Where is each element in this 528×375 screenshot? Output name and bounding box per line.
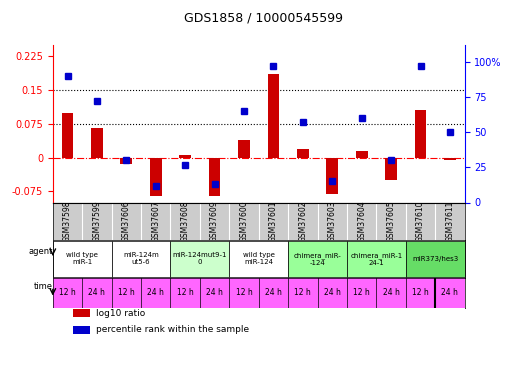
Bar [385,158,397,180]
Text: 12 h: 12 h [177,288,194,297]
Text: 24 h: 24 h [441,288,458,297]
Text: percentile rank within the sample: percentile rank within the sample [96,326,249,334]
Bar [238,140,250,158]
Bar [73,326,90,334]
Text: 12 h: 12 h [412,288,429,297]
Text: GSM37602: GSM37602 [298,201,307,242]
FancyBboxPatch shape [53,241,111,277]
Text: chimera_miR-
-124: chimera_miR- -124 [294,252,342,266]
Bar [73,309,90,317]
Text: 12 h: 12 h [118,288,135,297]
Text: 24 h: 24 h [89,288,106,297]
Text: 24 h: 24 h [265,288,282,297]
Bar [180,155,191,158]
Text: GSM37608: GSM37608 [181,201,190,242]
Bar [62,112,73,158]
Text: wild type
miR-124: wild type miR-124 [243,252,275,265]
Text: miR373/hes3: miR373/hes3 [412,256,458,262]
Bar [268,74,279,158]
Bar [444,158,456,160]
Text: 24 h: 24 h [147,288,164,297]
Bar [209,158,221,196]
FancyBboxPatch shape [347,241,406,277]
Bar [150,158,162,196]
Text: miR-124m
ut5-6: miR-124m ut5-6 [123,252,159,265]
Text: GSM37599: GSM37599 [92,200,101,242]
Text: 12 h: 12 h [59,288,76,297]
Text: miR-124mut9-1
0: miR-124mut9-1 0 [173,252,227,265]
Text: 12 h: 12 h [353,288,370,297]
Text: wild type
miR-1: wild type miR-1 [67,252,98,265]
Text: GSM37609: GSM37609 [210,200,219,242]
Text: GSM37603: GSM37603 [328,200,337,242]
Text: GSM37605: GSM37605 [386,200,395,242]
Text: GSM37607: GSM37607 [151,200,161,242]
FancyBboxPatch shape [406,241,465,277]
Text: GSM37601: GSM37601 [269,201,278,242]
Bar [91,128,103,158]
Bar [414,110,427,158]
Text: chimera_miR-1
24-1: chimera_miR-1 24-1 [350,252,402,266]
FancyBboxPatch shape [111,241,171,277]
Text: GSM37611: GSM37611 [446,201,455,242]
Text: GSM37606: GSM37606 [122,200,131,242]
FancyBboxPatch shape [288,241,347,277]
Text: 12 h: 12 h [295,288,311,297]
Bar [120,158,132,164]
Text: GDS1858 / 10000545599: GDS1858 / 10000545599 [184,11,344,24]
Text: 24 h: 24 h [383,288,400,297]
Text: agent: agent [29,247,53,256]
Text: time: time [34,282,53,291]
FancyBboxPatch shape [171,241,229,277]
Text: GSM37604: GSM37604 [357,200,366,242]
Text: log10 ratio: log10 ratio [96,309,145,318]
Bar [297,148,309,158]
Text: 24 h: 24 h [206,288,223,297]
Text: GSM37600: GSM37600 [240,200,249,242]
Text: 12 h: 12 h [235,288,252,297]
Bar [326,158,338,194]
Text: GSM37610: GSM37610 [416,201,425,242]
Text: 24 h: 24 h [324,288,341,297]
FancyBboxPatch shape [229,241,288,277]
Bar [356,151,367,157]
Text: GSM37598: GSM37598 [63,201,72,242]
